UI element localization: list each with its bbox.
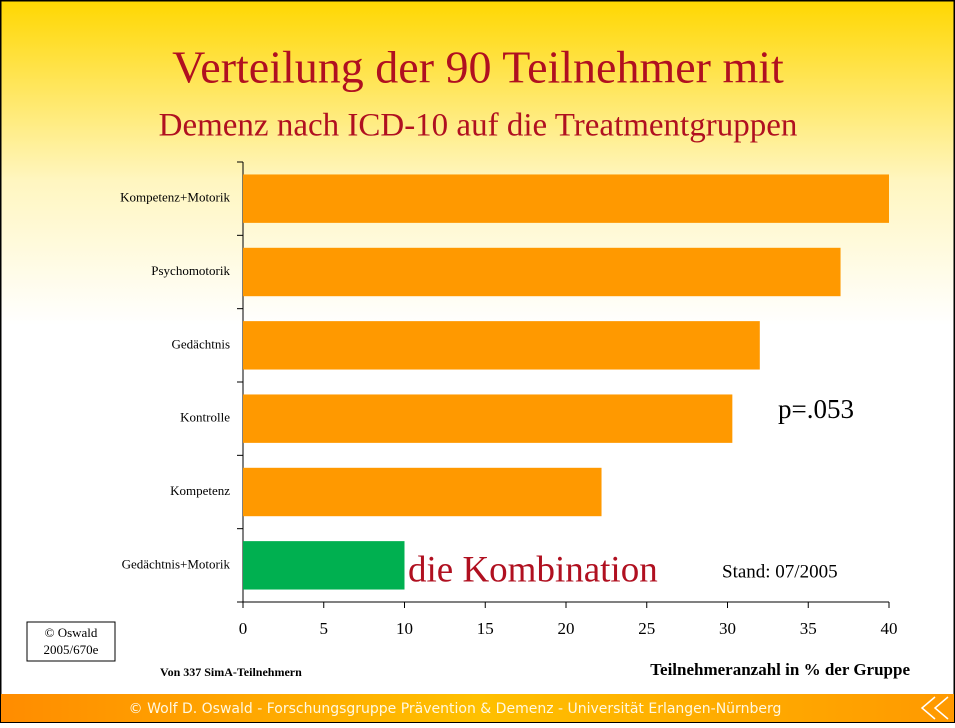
annotation: Stand: 07/2005 xyxy=(722,561,838,582)
x-tick-label: 35 xyxy=(800,619,817,638)
bar xyxy=(243,541,405,590)
x-tick-label: 30 xyxy=(719,619,736,638)
bar xyxy=(243,321,760,370)
x-tick-label: 5 xyxy=(320,619,329,638)
y-tick-label: Kompetenz xyxy=(170,483,230,498)
y-tick-label: Kontrolle xyxy=(180,410,230,425)
footer-chevrons xyxy=(920,696,949,720)
footer-text: © Wolf D. Oswald - Forschungsgruppe Präv… xyxy=(129,701,782,717)
annotation: die Kombination xyxy=(408,549,658,590)
bar xyxy=(243,394,733,443)
copyright-text: © Oswald xyxy=(45,625,98,640)
y-tick-label: Gedächtnis+Motorik xyxy=(122,556,231,571)
chart-title: Verteilung der 90 Teilnehmer mit xyxy=(172,42,784,93)
y-tick-label: Psychomotorik xyxy=(151,263,230,278)
x-tick-label: 40 xyxy=(881,619,898,638)
x-tick-label: 25 xyxy=(638,619,655,638)
y-tick-label: Kompetenz+Motorik xyxy=(120,190,230,205)
annotation: Von 337 SimA-Teilnehmern xyxy=(160,665,302,679)
bar xyxy=(243,247,841,297)
bar xyxy=(243,467,602,517)
copyright-box xyxy=(26,621,116,662)
chart-subtitle: Demenz nach ICD-10 auf die Treatmentgrup… xyxy=(159,108,798,144)
y-tick-label: Gedächtnis xyxy=(172,336,230,351)
x-axis-label: Teilnehmeranzahl in % der Gruppe xyxy=(650,660,910,679)
x-tick-label: 15 xyxy=(477,619,494,638)
x-tick-label: 10 xyxy=(396,619,413,638)
annotation: p=.053 xyxy=(778,394,854,424)
x-tick-label: 0 xyxy=(239,619,248,638)
footer-bar xyxy=(1,694,954,722)
copyright-text: 2005/670e xyxy=(44,642,99,657)
bar xyxy=(243,174,889,223)
x-tick-label: 20 xyxy=(558,619,575,638)
